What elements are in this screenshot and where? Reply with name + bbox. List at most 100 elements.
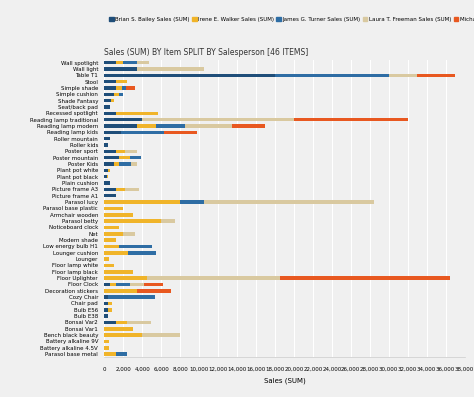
- Bar: [122, 86, 126, 90]
- Bar: [104, 80, 116, 83]
- Bar: [104, 225, 118, 229]
- Bar: [104, 314, 108, 318]
- Bar: [108, 302, 112, 305]
- Bar: [128, 251, 156, 254]
- Bar: [111, 99, 114, 102]
- Bar: [104, 200, 180, 204]
- Bar: [104, 327, 133, 331]
- Bar: [116, 86, 122, 90]
- Bar: [108, 295, 155, 299]
- Bar: [104, 232, 123, 235]
- Bar: [104, 257, 109, 261]
- Bar: [116, 353, 127, 356]
- Bar: [104, 61, 116, 64]
- Bar: [104, 143, 108, 147]
- Bar: [104, 118, 142, 121]
- Legend: Brian S. Bailey Sales (SUM), Irene E. Walker Sales (SUM), James G. Turner Sales : Brian S. Bailey Sales (SUM), Irene E. Wa…: [107, 15, 474, 24]
- Bar: [137, 124, 156, 128]
- Bar: [108, 169, 110, 172]
- X-axis label: Sales (SUM): Sales (SUM): [264, 378, 305, 384]
- Bar: [137, 61, 149, 64]
- Bar: [114, 162, 119, 166]
- Bar: [104, 74, 275, 77]
- Bar: [104, 99, 111, 102]
- Bar: [104, 245, 118, 248]
- Bar: [275, 74, 389, 77]
- Bar: [104, 105, 110, 109]
- Bar: [137, 289, 171, 293]
- Bar: [104, 150, 116, 153]
- Bar: [116, 283, 130, 286]
- Bar: [127, 321, 151, 324]
- Bar: [118, 156, 130, 160]
- Bar: [417, 74, 455, 77]
- Bar: [142, 118, 294, 121]
- Bar: [107, 175, 108, 179]
- Bar: [125, 150, 137, 153]
- Bar: [104, 213, 133, 216]
- Bar: [114, 93, 119, 96]
- Text: Sales (SUM) BY Item SPLIT BY Salesperson [46 ITEMS]: Sales (SUM) BY Item SPLIT BY Salesperson…: [104, 48, 309, 58]
- Bar: [118, 245, 152, 248]
- Bar: [164, 131, 197, 134]
- Bar: [161, 220, 175, 223]
- Bar: [104, 124, 137, 128]
- Bar: [104, 175, 107, 179]
- Bar: [104, 333, 142, 337]
- Bar: [130, 156, 141, 160]
- Bar: [116, 321, 127, 324]
- Bar: [104, 302, 108, 305]
- Bar: [104, 112, 116, 115]
- Bar: [180, 200, 204, 204]
- Bar: [204, 200, 374, 204]
- Bar: [104, 264, 114, 267]
- Bar: [104, 321, 116, 324]
- Bar: [104, 207, 123, 210]
- Bar: [147, 276, 280, 280]
- Bar: [104, 93, 114, 96]
- Bar: [104, 289, 137, 293]
- Bar: [185, 124, 232, 128]
- Bar: [280, 276, 450, 280]
- Bar: [116, 80, 127, 83]
- Bar: [130, 283, 144, 286]
- Bar: [123, 232, 135, 235]
- Bar: [104, 181, 110, 185]
- Bar: [104, 156, 118, 160]
- Bar: [104, 67, 137, 71]
- Bar: [104, 131, 121, 134]
- Bar: [104, 276, 147, 280]
- Bar: [104, 137, 110, 141]
- Bar: [104, 353, 116, 356]
- Bar: [232, 124, 265, 128]
- Bar: [104, 188, 116, 191]
- Bar: [104, 169, 108, 172]
- Bar: [104, 340, 109, 343]
- Bar: [104, 308, 108, 312]
- Bar: [116, 61, 123, 64]
- Bar: [104, 346, 109, 349]
- Bar: [104, 270, 133, 274]
- Bar: [121, 131, 164, 134]
- Bar: [116, 188, 125, 191]
- Bar: [123, 61, 137, 64]
- Bar: [110, 283, 116, 286]
- Bar: [104, 251, 128, 254]
- Bar: [104, 220, 161, 223]
- Bar: [389, 74, 417, 77]
- Bar: [104, 86, 116, 90]
- Bar: [142, 333, 180, 337]
- Bar: [116, 150, 125, 153]
- Bar: [137, 67, 204, 71]
- Bar: [144, 283, 163, 286]
- Bar: [104, 194, 116, 197]
- Bar: [104, 295, 108, 299]
- Bar: [119, 93, 123, 96]
- Bar: [294, 118, 408, 121]
- Bar: [108, 308, 112, 312]
- Bar: [131, 162, 137, 166]
- Bar: [119, 162, 131, 166]
- Bar: [104, 283, 110, 286]
- Bar: [104, 162, 114, 166]
- Bar: [156, 124, 185, 128]
